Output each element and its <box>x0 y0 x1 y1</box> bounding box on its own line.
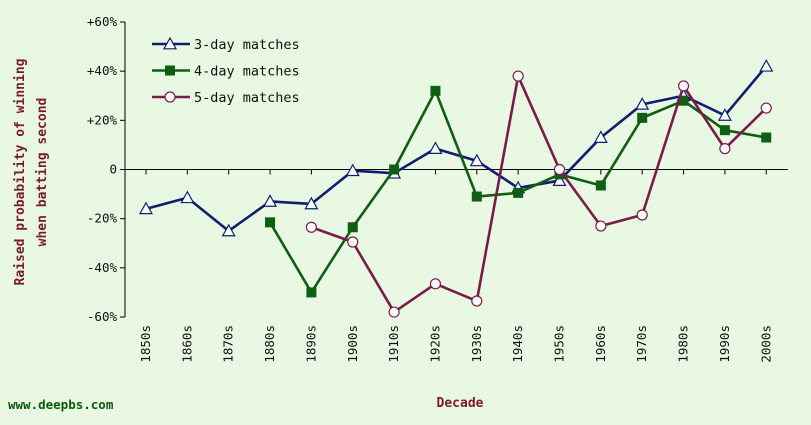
x-tick-label: 1950s <box>552 325 567 363</box>
legend-marker-4-day-matches <box>165 65 175 76</box>
data-point-4-day-matches <box>265 217 276 228</box>
data-point-5-day-matches <box>512 70 524 82</box>
y-tick-label: -40% <box>87 260 118 275</box>
data-point-5-day-matches <box>677 80 690 92</box>
legend-label-5-day-matches: 5-day matches <box>194 90 300 106</box>
data-point-4-day-matches <box>306 287 317 298</box>
watermark-text: www.deepbs.com <box>8 397 114 412</box>
data-point-4-day-matches <box>430 85 441 96</box>
x-tick-label: 1870s <box>221 325 236 363</box>
data-point-3-day-matches <box>221 223 236 237</box>
x-tick-label: 1930s <box>469 325 484 363</box>
data-point-3-day-matches <box>469 153 484 167</box>
data-point-3-day-matches <box>593 130 608 143</box>
y-tick-label: +60% <box>87 14 118 29</box>
data-point-4-day-matches <box>761 132 772 143</box>
legend-label-4-day-matches: 4-day matches <box>194 64 300 80</box>
data-point-3-day-matches <box>180 190 195 204</box>
x-tick-label: 1860s <box>179 325 194 363</box>
x-tick-label: 1990s <box>717 325 732 363</box>
data-point-3-day-matches <box>138 201 154 215</box>
x-tick-label: 1890s <box>303 325 318 363</box>
x-tick-label: 1970s <box>634 325 649 363</box>
data-point-3-day-matches <box>635 97 650 110</box>
data-point-3-day-matches <box>263 194 278 207</box>
legend-item-3-day-matches: 3-day matches <box>152 36 300 53</box>
data-point-4-day-matches <box>389 164 400 175</box>
x-tick-label: 1960s <box>593 325 608 363</box>
y-axis-title-line2: when batting second <box>35 98 50 247</box>
series-3-day-matches <box>138 59 774 237</box>
legend-item-5-day-matches: 5-day matches <box>152 90 300 106</box>
series-line-3-day-matches <box>145 65 768 233</box>
data-point-4-day-matches <box>719 125 730 136</box>
y-tick-label: +20% <box>87 112 118 127</box>
y-tick-label: +40% <box>87 63 118 78</box>
y-axis-title-line1: Raised probability of winning <box>13 59 28 286</box>
data-point-5-day-matches <box>636 209 648 221</box>
x-tick-label: 1900s <box>345 325 360 363</box>
x-tick-label: 1880s <box>262 325 277 363</box>
series-line-5-day-matches <box>310 74 768 314</box>
series-4-day-matches <box>265 85 772 298</box>
legend-marker-5-day-matches <box>164 91 176 103</box>
x-tick-label: 1980s <box>676 325 691 363</box>
legend-item-4-day-matches: 4-day matches <box>152 64 300 80</box>
data-point-3-day-matches <box>304 196 319 210</box>
data-point-3-day-matches <box>759 59 774 72</box>
x-tick-label: 1910s <box>386 325 401 363</box>
series-5-day-matches <box>305 70 772 318</box>
data-point-5-day-matches <box>719 143 731 155</box>
x-tick-label: 2000s <box>758 325 773 363</box>
series-layer <box>138 59 774 318</box>
data-point-5-day-matches <box>305 221 317 233</box>
data-point-5-day-matches <box>429 278 442 290</box>
data-point-4-day-matches <box>595 180 606 191</box>
data-point-5-day-matches <box>388 306 400 318</box>
x-axis-title: Decade <box>437 396 484 411</box>
x-tick-label: 1920s <box>427 325 442 363</box>
data-point-3-day-matches <box>552 173 567 186</box>
data-point-4-day-matches <box>513 187 524 198</box>
legend-label-3-day-matches: 3-day matches <box>194 37 300 53</box>
data-point-3-day-matches <box>345 163 360 177</box>
y-tick-label: -20% <box>87 211 118 226</box>
data-point-5-day-matches <box>347 236 359 248</box>
data-point-5-day-matches <box>760 102 772 114</box>
data-point-3-day-matches <box>717 108 732 121</box>
legend-marker-3-day-matches <box>162 36 178 50</box>
data-point-3-day-matches <box>428 141 443 155</box>
data-point-5-day-matches <box>471 295 483 307</box>
x-tick-labels: 1850s 1860s 1870s 1880s 1890s 1900s 1910s 1920s… <box>138 169 773 363</box>
y-tick-labels: +60% +40% +20% 0 -20% -40% -60% <box>87 14 125 324</box>
legend: 3-day matches 4-day matches 5-day matches <box>152 36 300 106</box>
data-point-4-day-matches <box>471 191 482 202</box>
data-point-4-day-matches <box>347 222 358 233</box>
data-point-4-day-matches <box>637 112 648 123</box>
x-tick-label: 1940s <box>510 325 525 363</box>
x-tick-label: 1850s <box>138 325 153 363</box>
data-point-5-day-matches <box>553 163 566 176</box>
y-tick-label: 0 <box>109 162 117 177</box>
y-tick-label: -60% <box>87 309 118 324</box>
data-point-5-day-matches <box>595 220 607 232</box>
